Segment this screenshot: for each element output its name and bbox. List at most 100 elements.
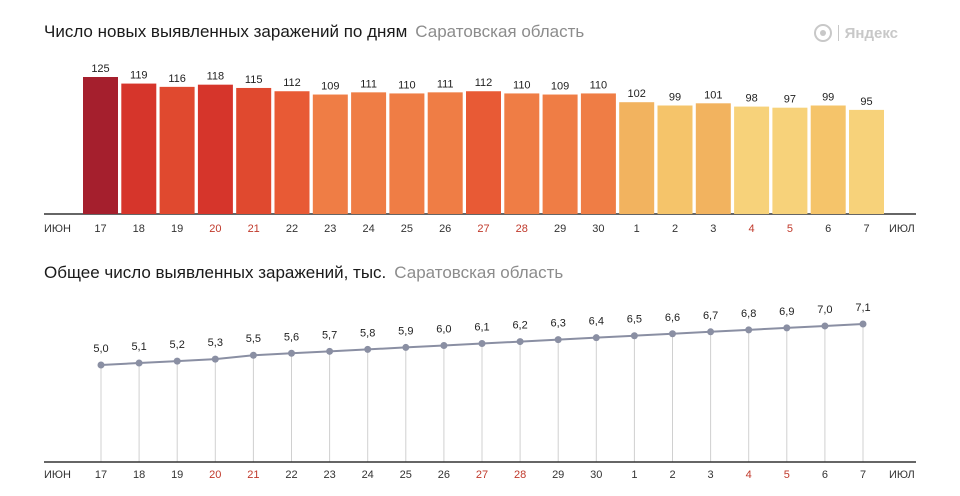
- bar-tick-label: 23: [324, 223, 336, 235]
- data-point: [288, 349, 295, 357]
- bar: [236, 87, 272, 214]
- point-value-label: 7,0: [817, 304, 832, 316]
- line-tick-label: 2: [669, 469, 675, 481]
- point-value-label: 5,7: [322, 329, 337, 341]
- point-value-label: 5,2: [170, 339, 185, 351]
- data-point: [173, 357, 181, 365]
- bar-value-label: 116: [168, 73, 186, 85]
- bar-value-label: 111: [437, 78, 454, 90]
- line-tick-label: 6: [822, 469, 828, 481]
- line-tick-label: 18: [133, 469, 145, 481]
- bar-value-label: 109: [321, 81, 339, 93]
- bar-value-label: 118: [207, 71, 225, 83]
- yandex-logo-text: Яндекс: [844, 24, 898, 42]
- bar-value-label: 112: [283, 77, 301, 89]
- bar: [197, 84, 233, 214]
- data-point: [669, 330, 676, 338]
- data-point: [97, 361, 105, 369]
- point-value-label: 6,0: [436, 323, 451, 335]
- bar-value-label: 98: [745, 93, 757, 105]
- line-chart-title: Общее число выявленных заражений, тыс. Са…: [44, 263, 563, 283]
- line-tick-label: 24: [362, 469, 374, 481]
- point-value-label: 6,6: [665, 312, 680, 324]
- bar: [657, 105, 693, 214]
- line-tick-label: 1: [631, 469, 637, 481]
- line-tick-label: 28: [514, 469, 526, 481]
- bar-value-label: 115: [245, 74, 263, 86]
- point-value-label: 6,1: [474, 322, 489, 334]
- bar-tick-label: 30: [592, 223, 604, 235]
- line-tick-label: 20: [209, 469, 221, 481]
- data-point: [211, 355, 219, 363]
- data-point: [326, 347, 334, 355]
- data-point: [402, 343, 410, 351]
- yandex-logo-icon: [813, 24, 832, 42]
- bar-value-label: 111: [360, 78, 377, 90]
- bar-tick-label: 2: [672, 223, 678, 235]
- point-value-label: 5,3: [208, 337, 223, 349]
- bar-tick-label: 19: [171, 223, 183, 235]
- bar: [810, 105, 846, 214]
- point-value-label: 5,1: [131, 341, 146, 353]
- bar: [504, 93, 540, 214]
- data-point: [249, 351, 257, 359]
- data-point: [554, 336, 562, 344]
- yandex-logo: Яндекс: [813, 24, 898, 42]
- bar-tick-label: 24: [362, 223, 374, 235]
- line-chart-title-text: Общее число выявленных заражений, тыс.: [44, 263, 387, 282]
- bar: [542, 94, 578, 214]
- point-value-label: 7,1: [855, 302, 870, 314]
- bar-value-label: 102: [628, 88, 646, 100]
- line-tick-label: 21: [247, 469, 259, 481]
- line-tick-label: 29: [552, 469, 564, 481]
- bar: [389, 93, 425, 214]
- point-value-label: 5,5: [246, 333, 261, 345]
- bar-tick-label: 1: [634, 223, 640, 235]
- point-value-label: 6,5: [627, 314, 642, 326]
- bar-tick-label: 4: [749, 223, 755, 235]
- logo-separator: [837, 25, 839, 41]
- bar-tick-label: 3: [710, 223, 716, 235]
- bar-tick-label: 29: [554, 223, 566, 235]
- line-month-end-label: ИЮЛ: [889, 469, 915, 481]
- bar-tick-label: 28: [516, 223, 528, 235]
- data-point: [592, 334, 600, 342]
- bar-tick-label: 6: [825, 223, 831, 235]
- bar-value-label: 119: [130, 70, 148, 82]
- data-point: [821, 322, 829, 330]
- bar-tick-label: 7: [863, 223, 869, 235]
- point-value-label: 6,4: [589, 316, 604, 328]
- data-point: [516, 338, 524, 346]
- point-value-label: 6,7: [703, 310, 718, 322]
- bar-value-label: 97: [784, 94, 796, 106]
- bar-tick-label: 26: [439, 223, 451, 235]
- line-tick-label: 7: [860, 469, 866, 481]
- data-point: [364, 345, 372, 353]
- line-tick-label: 27: [476, 469, 488, 481]
- point-value-label: 5,6: [284, 331, 299, 343]
- bar-value-label: 110: [398, 79, 416, 91]
- bar-value-label: 110: [590, 79, 608, 91]
- bar-chart-region: Саратовская область: [415, 22, 585, 41]
- bar-value-label: 125: [91, 63, 109, 75]
- line-tick-label: 19: [171, 469, 183, 481]
- bar-value-label: 110: [513, 79, 531, 91]
- bar-tick-label: 5: [787, 223, 793, 235]
- line-tick-label: 23: [323, 469, 335, 481]
- bar: [351, 92, 387, 214]
- line-tick-label: 30: [590, 469, 602, 481]
- bar-month-start-label: ИЮН: [44, 223, 71, 235]
- bar: [849, 109, 884, 214]
- line-tick-label: 22: [285, 469, 297, 481]
- bar-value-label: 99: [822, 91, 834, 103]
- data-point: [630, 332, 638, 340]
- data-point: [707, 328, 715, 336]
- bar-chart-title: Число новых выявленных заражений по дням…: [44, 22, 584, 42]
- line-tick-label: 5: [784, 469, 790, 481]
- point-value-label: 5,0: [93, 343, 108, 355]
- bar: [427, 92, 463, 214]
- bar-value-label: 109: [551, 81, 569, 93]
- line-tick-label: 17: [95, 469, 107, 481]
- bar: [466, 91, 501, 214]
